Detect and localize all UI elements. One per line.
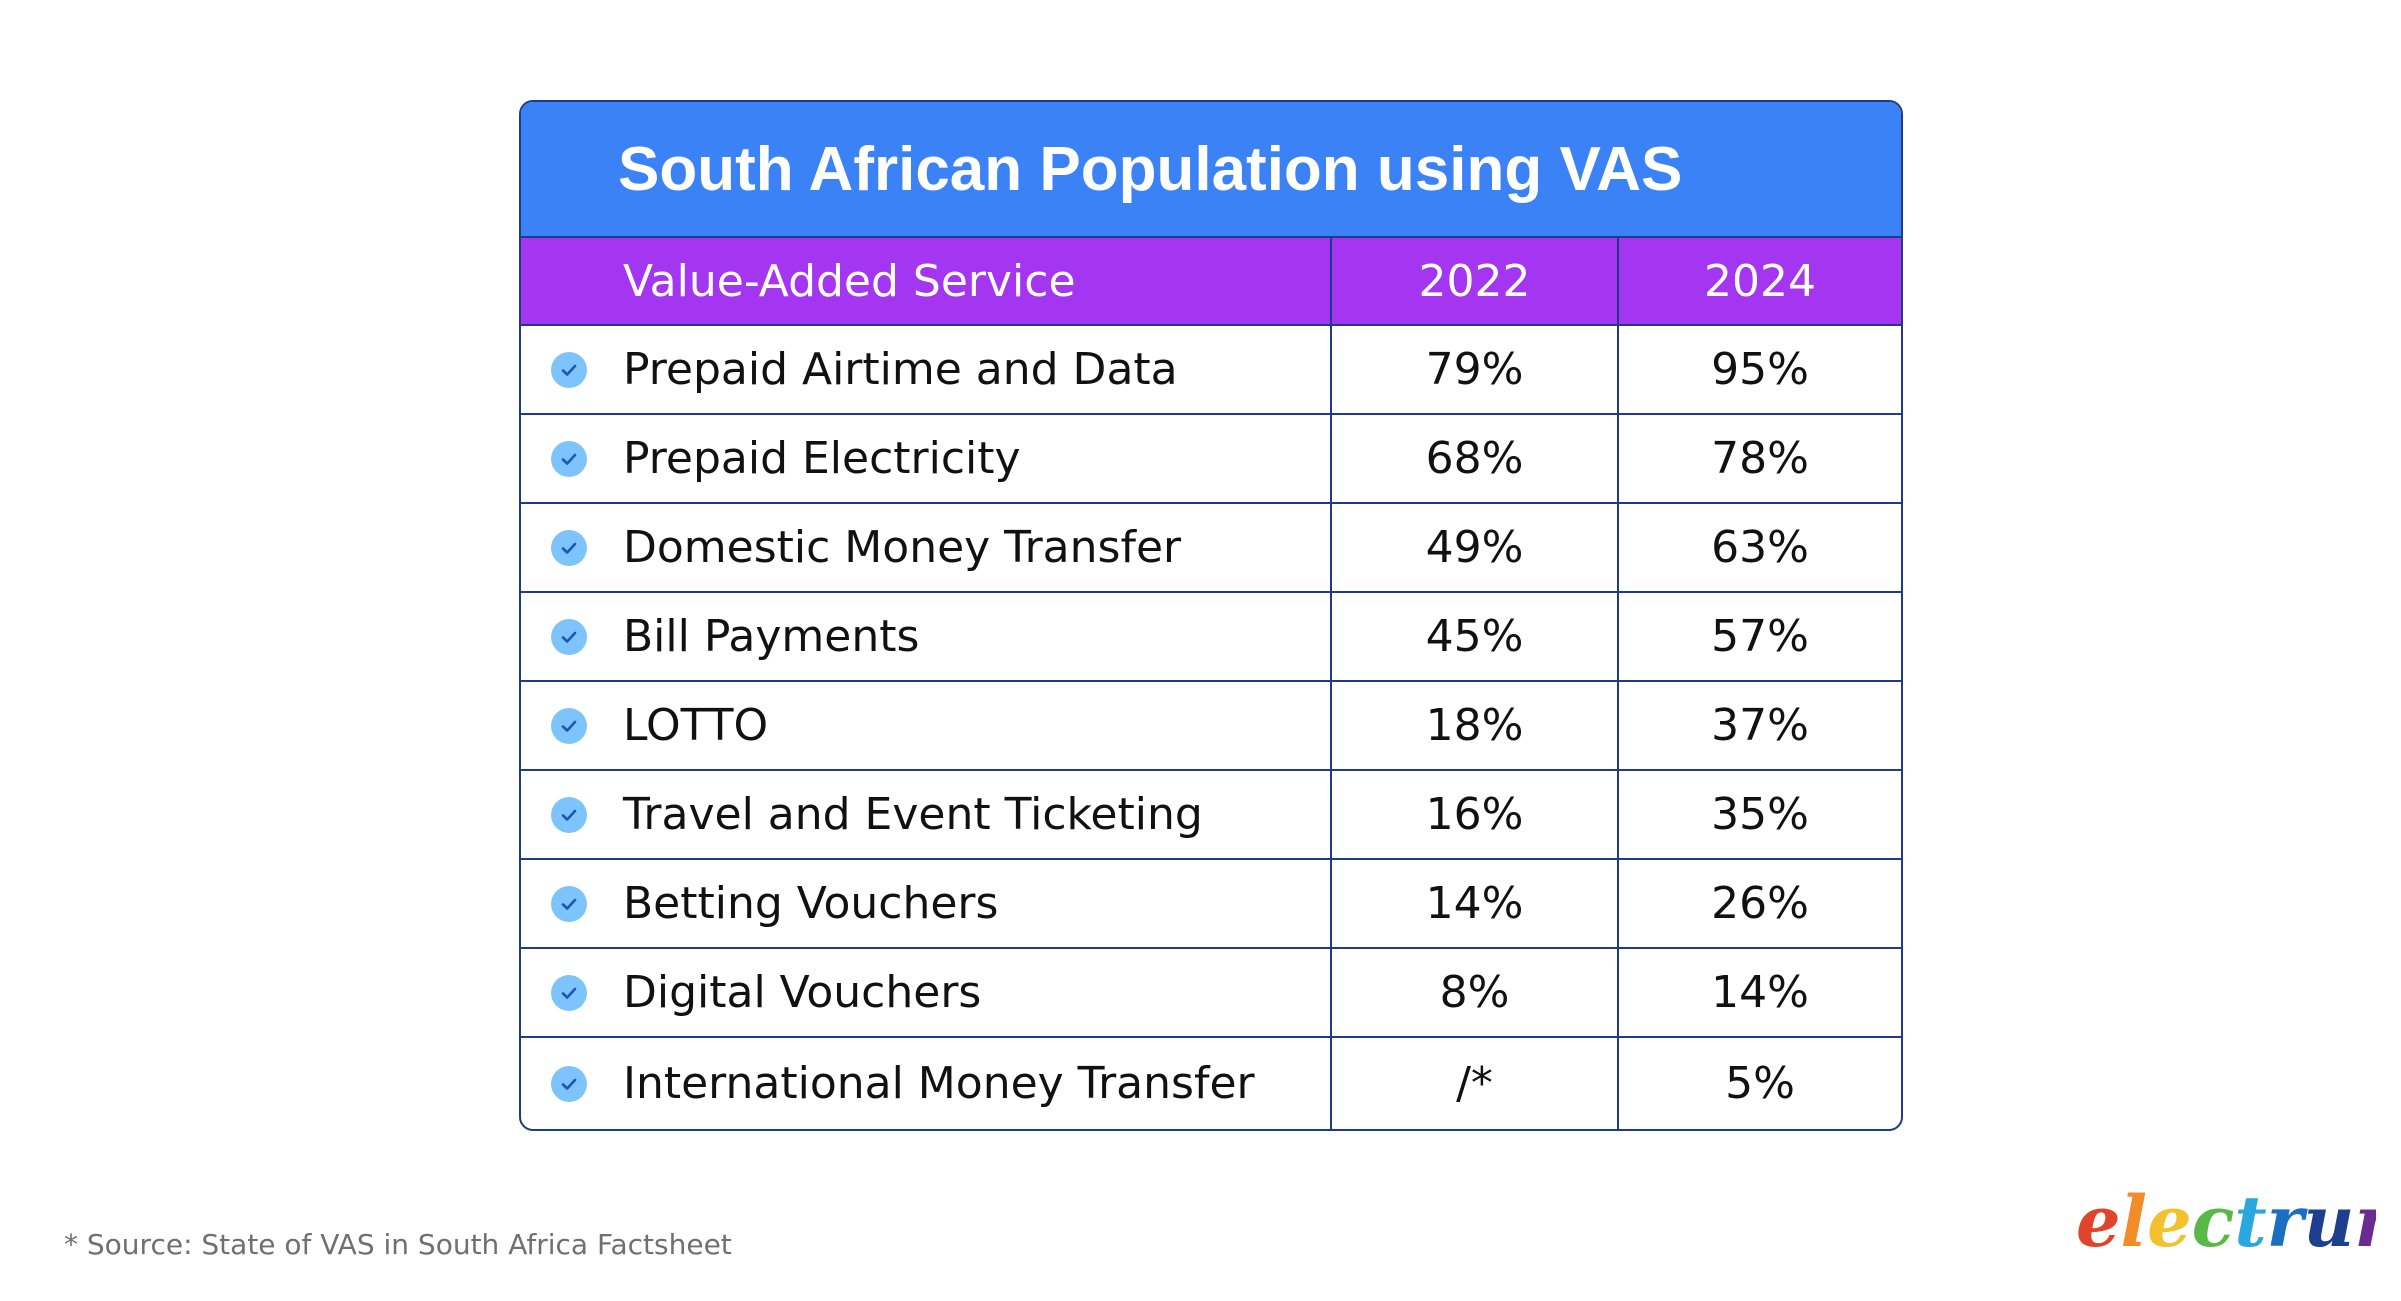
cell-2022: 45% — [1332, 593, 1619, 680]
header-2024: 2024 — [1704, 255, 1816, 307]
cell-2024: 26% — [1711, 878, 1809, 929]
source-footnote: * Source: State of VAS in South Africa F… — [64, 1228, 732, 1261]
cell-2024: 35% — [1711, 789, 1809, 840]
svg-text:electrum: electrum — [2076, 1180, 2376, 1263]
check-circle-icon — [551, 529, 587, 566]
table-row: Digital Vouchers 8% 14% — [521, 949, 1901, 1038]
cell-service: Betting Vouchers — [521, 860, 1332, 947]
service-label: Betting Vouchers — [623, 878, 999, 929]
vas-table: South African Population using VAS Value… — [519, 100, 1903, 1131]
header-2022: 2022 — [1332, 238, 1619, 324]
cell-service: Travel and Event Ticketing — [521, 771, 1332, 858]
cell-service: LOTTO — [521, 682, 1332, 769]
cell-2024: 63% — [1711, 522, 1809, 573]
check-circle-icon — [551, 885, 587, 922]
service-label: Bill Payments — [623, 611, 920, 662]
cell-2022: 16% — [1332, 771, 1619, 858]
table-row: Betting Vouchers 14% 26% — [521, 860, 1901, 949]
cell-2024: 78% — [1711, 433, 1809, 484]
table-row: LOTTO 18% 37% — [521, 682, 1901, 771]
header-service: Value-Added Service — [521, 238, 1332, 324]
cell-service: Bill Payments — [521, 593, 1332, 680]
table-row: Travel and Event Ticketing 16% 35% — [521, 771, 1901, 860]
check-circle-icon — [551, 1065, 587, 1102]
electrum-logo-mark: electrum — [2076, 1180, 2401, 1263]
cell-2022: 68% — [1332, 415, 1619, 502]
table-header-row: Value-Added Service 2022 2024 — [521, 238, 1901, 326]
table-row: Prepaid Electricity 68% 78% — [521, 415, 1901, 504]
logo-letter: t — [2234, 1180, 2266, 1263]
cell-2022: 8% — [1332, 949, 1619, 1036]
check-circle-icon — [551, 440, 587, 477]
check-circle-icon — [551, 974, 587, 1011]
check-circle-icon — [551, 618, 587, 655]
cell-2022: /* — [1332, 1038, 1619, 1129]
cell-service: Prepaid Electricity — [521, 415, 1332, 502]
service-label: Prepaid Electricity — [623, 433, 1021, 484]
electrum-logo: electrum — [2076, 1180, 2401, 1274]
cell-2022: 18% — [1332, 682, 1619, 769]
logo-letter: e — [2076, 1180, 2121, 1263]
logo-letter: u — [2304, 1180, 2355, 1263]
cell-service: Prepaid Airtime and Data — [521, 326, 1332, 413]
check-circle-icon — [551, 796, 587, 833]
logo-letter: r — [2267, 1180, 2309, 1263]
logo-letter: l — [2121, 1180, 2148, 1263]
cell-2024: 57% — [1711, 611, 1809, 662]
cell-2024: 95% — [1711, 344, 1809, 395]
table-title: South African Population using VAS — [521, 102, 1901, 238]
cell-service: Domestic Money Transfer — [521, 504, 1332, 591]
cell-service: Digital Vouchers — [521, 949, 1332, 1036]
table-row: International Money Transfer /* 5% — [521, 1038, 1901, 1129]
service-label: International Money Transfer — [623, 1058, 1255, 1109]
logo-letter: e — [2147, 1180, 2192, 1263]
cell-2022: 49% — [1332, 504, 1619, 591]
check-circle-icon — [551, 351, 587, 388]
service-label: Prepaid Airtime and Data — [623, 344, 1178, 395]
table-row: Prepaid Airtime and Data 79% 95% — [521, 326, 1901, 415]
service-label: Travel and Event Ticketing — [623, 789, 1203, 840]
cell-2024: 37% — [1711, 700, 1809, 751]
cell-2024: 14% — [1711, 967, 1809, 1018]
cell-2022: 79% — [1332, 326, 1619, 413]
cell-2024: 5% — [1725, 1058, 1795, 1109]
logo-letter: m — [2354, 1180, 2376, 1263]
table-row: Domestic Money Transfer 49% 63% — [521, 504, 1901, 593]
table-row: Bill Payments 45% 57% — [521, 593, 1901, 682]
service-label: LOTTO — [623, 700, 769, 751]
cell-service: International Money Transfer — [521, 1038, 1332, 1129]
table-body: Prepaid Airtime and Data 79% 95% Prepaid El… — [521, 326, 1901, 1129]
logo-letter: c — [2192, 1180, 2235, 1263]
check-circle-icon — [551, 707, 587, 744]
cell-2022: 14% — [1332, 860, 1619, 947]
service-label: Domestic Money Transfer — [623, 522, 1182, 573]
service-label: Digital Vouchers — [623, 967, 982, 1018]
